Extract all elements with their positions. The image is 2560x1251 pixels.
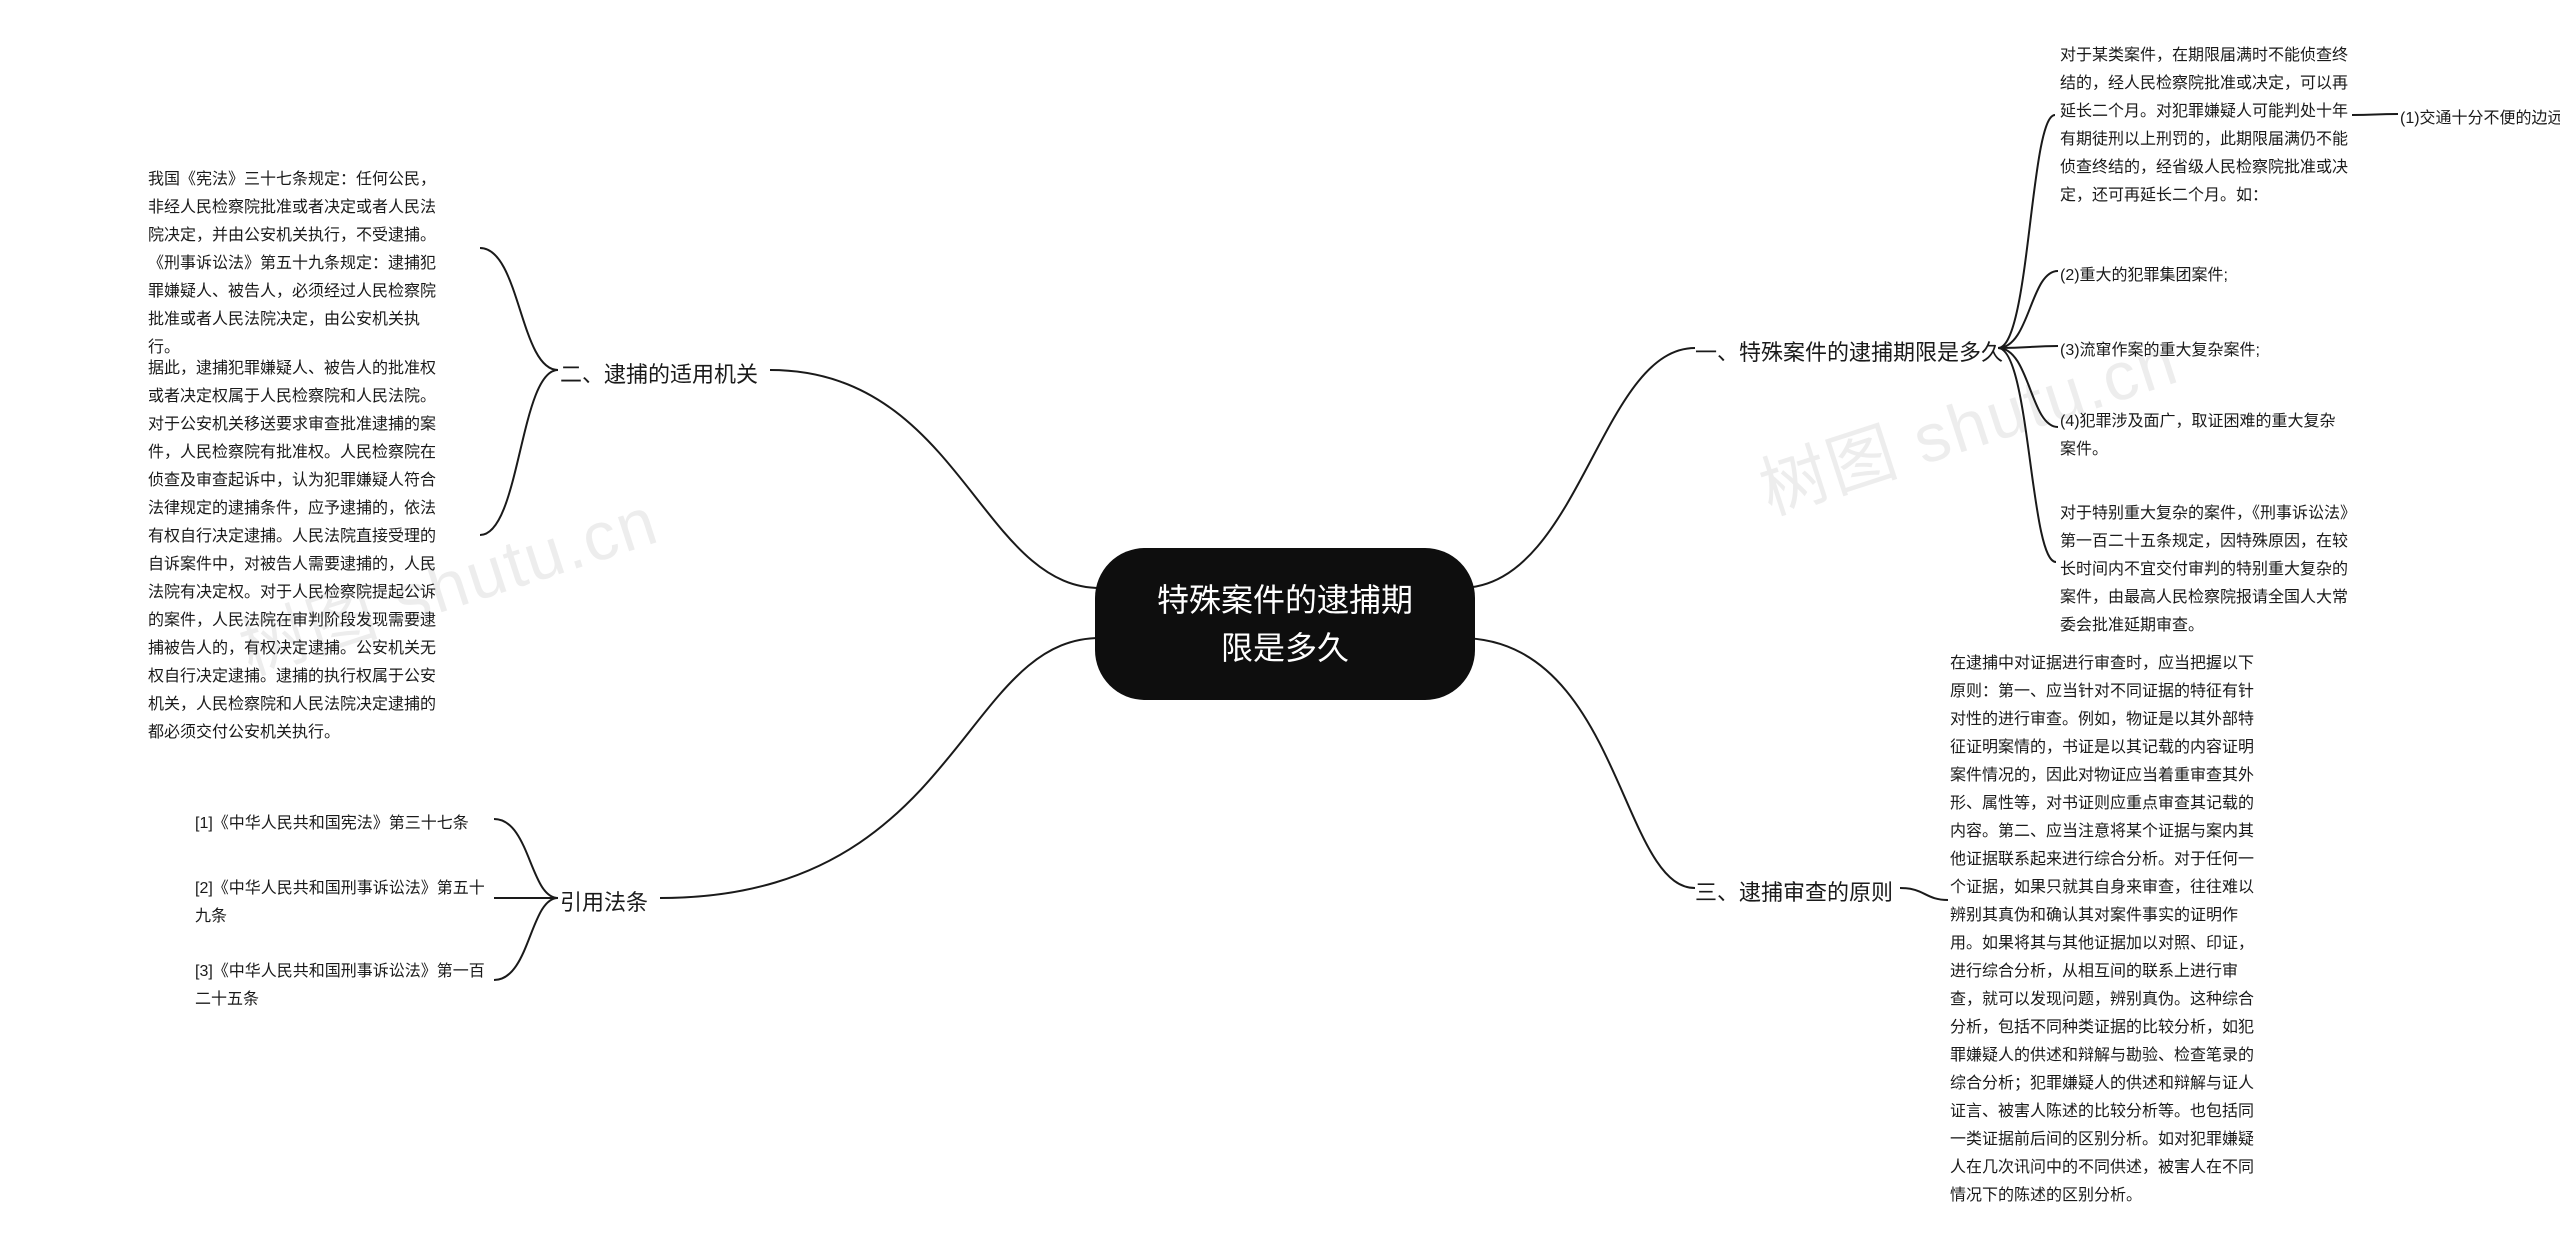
l2-child-1: [2]《中华人民共和国刑事诉讼法》第五十九条 xyxy=(195,875,495,931)
l1-child-1: 据此，逮捕犯罪嫌疑人、被告人的批准权或者决定权属于人民检察院和人民法院。对于公安… xyxy=(148,355,448,747)
branch-l1-label: 二、逮捕的适用机关 xyxy=(560,357,758,389)
l2-child-0: [1]《中华人民共和国宪法》第三十七条 xyxy=(195,810,485,838)
l2-child-2: [3]《中华人民共和国刑事诉讼法》第一百二十五条 xyxy=(195,958,495,1014)
branch-r2-label: 三、逮捕审查的原则 xyxy=(1695,875,1893,907)
r2-child-0: 在逮捕中对证据进行审查时，应当把握以下原则：第一、应当针对不同证据的特征有针对性… xyxy=(1950,650,2260,1210)
branch-r1-label: 一、特殊案件的逮捕期限是多久 xyxy=(1695,335,2003,367)
l1-child-0: 我国《宪法》三十七条规定：任何公民，非经人民检察院批准或者决定或者人民法院决定，… xyxy=(148,166,448,362)
r1-child-4: 对于特别重大复杂的案件，《刑事诉讼法》第一百二十五条规定，因特殊原因，在较长时间… xyxy=(2060,500,2355,640)
r1-child-1: (2)重大的犯罪集团案件; xyxy=(2060,262,2340,290)
r1-child-0: 对于某类案件，在期限届满时不能侦查终结的，经人民检察院批准或决定，可以再延长二个… xyxy=(2060,42,2350,210)
center-topic: 特殊案件的逮捕期限是多久 xyxy=(1095,548,1475,700)
branch-l2-label: 引用法条 xyxy=(560,885,648,917)
r1-child-2: (3)流窜作案的重大复杂案件; xyxy=(2060,337,2340,365)
r1-child-3: (4)犯罪涉及面广，取证困难的重大复杂案件。 xyxy=(2060,408,2350,464)
r1-child-0-gc-0: (1)交通十分不便的边远地区的重大复杂案; xyxy=(2400,105,2560,133)
